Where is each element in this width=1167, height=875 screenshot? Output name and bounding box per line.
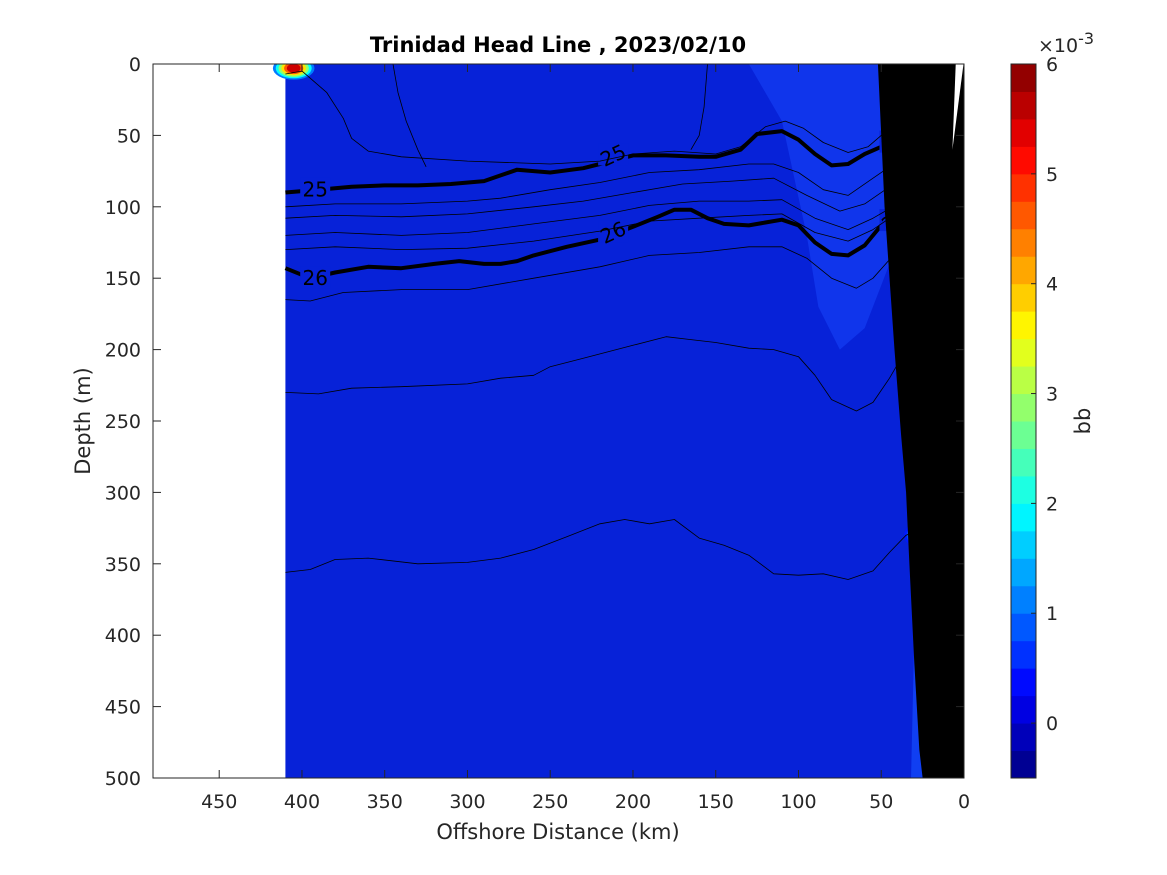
colorbar-band xyxy=(1011,311,1036,340)
chart-title: Trinidad Head Line , 2023/02/10 xyxy=(370,33,746,57)
isopycnal-26 xyxy=(284,182,957,281)
x-tick-label: 400 xyxy=(284,791,320,813)
colorbar-band xyxy=(1011,393,1036,422)
y-axis-ticks: 0 50 100 150 200 250 300 350 400 450 500 xyxy=(105,54,964,790)
colorbar-band xyxy=(1011,283,1036,312)
y-tick-label: 200 xyxy=(105,340,141,362)
colorbar-exponent-power: -3 xyxy=(1078,29,1094,48)
y-tick-label: 400 xyxy=(105,625,141,647)
colorbar-tick-label: 5 xyxy=(1046,164,1058,186)
colorbar-band xyxy=(1011,503,1036,532)
x-tick-label: 300 xyxy=(449,791,485,813)
x-tick-label: 350 xyxy=(367,791,403,813)
colorbar-tick-label: 4 xyxy=(1046,274,1058,296)
colorbar-band xyxy=(1011,585,1036,614)
colorbar-band xyxy=(1011,421,1036,449)
x-axis-ticks: 450 400 350 300 250 200 150 100 50 0 xyxy=(201,64,970,813)
colorbar-band xyxy=(1011,201,1036,230)
colorbar-bands xyxy=(1011,64,1036,779)
y-tick-label: 250 xyxy=(105,411,141,433)
isopycnal-thin-11 xyxy=(690,64,708,150)
shelf-gap xyxy=(952,64,964,150)
y-tick-label: 50 xyxy=(117,125,141,147)
y-tick-label: 350 xyxy=(105,554,141,576)
x-tick-label: 0 xyxy=(958,791,970,813)
colorbar-exponent-base: ×10 xyxy=(1038,35,1078,57)
isopycnal-thin-7 xyxy=(285,327,940,412)
y-tick-label: 300 xyxy=(105,482,141,504)
y-tick-label: 450 xyxy=(105,697,141,719)
isopycnal-25 xyxy=(285,122,948,195)
colorbar-tick-label: 2 xyxy=(1046,493,1058,515)
colorbar-band xyxy=(1011,173,1036,202)
x-tick-label: 250 xyxy=(532,791,568,813)
colorbar-band xyxy=(1011,256,1036,285)
colorbar-band xyxy=(1011,640,1036,669)
colorbar-band xyxy=(1011,695,1036,724)
colorbar-band xyxy=(1011,338,1036,367)
colorbar-frame xyxy=(1010,63,1037,779)
hotspot-0 xyxy=(286,64,301,73)
contour-label-bg xyxy=(300,266,331,289)
isopycnal-thin-8 xyxy=(285,519,923,580)
bathymetry-layer xyxy=(877,64,964,778)
colorbar-band xyxy=(1011,91,1036,120)
colorbar-band xyxy=(1011,118,1036,147)
contour-label-bg xyxy=(300,177,331,200)
colorbar-label: bb xyxy=(1071,408,1095,435)
isopycnal-thin-5 xyxy=(285,200,923,250)
colorbar-tick-label: 3 xyxy=(1046,384,1058,406)
isopycnal-thin-10 xyxy=(392,64,427,167)
colorbar-band xyxy=(1011,558,1036,587)
y-tick-label: 150 xyxy=(105,268,141,290)
colorbar-tick-label: 0 xyxy=(1046,713,1058,735)
x-tick-label: 150 xyxy=(698,791,734,813)
contour-label-26: 26 xyxy=(302,266,327,290)
y-tick-label: 500 xyxy=(105,768,141,790)
colorbar: 0 1 2 3 4 5 6 ×10-3 bb xyxy=(1010,29,1095,779)
colorbar-band xyxy=(1011,448,1036,477)
colorbar-band xyxy=(1011,228,1036,257)
colorbar-band xyxy=(1011,613,1036,642)
y-tick-label: 100 xyxy=(105,197,141,219)
isopycnal-thin-9 xyxy=(285,70,948,165)
seafloor xyxy=(877,64,964,778)
colorbar-tick-label: 6 xyxy=(1046,54,1058,76)
isopycnal-thin-2 xyxy=(285,142,948,208)
colorbar-band xyxy=(1011,146,1036,175)
colorbar-exponent: ×10-3 xyxy=(1038,29,1094,57)
contour-label-bg xyxy=(598,220,629,243)
colorbar-band xyxy=(1011,366,1036,395)
colorbar-band xyxy=(1011,723,1036,752)
colorbar-band xyxy=(1011,750,1036,779)
y-axis-label: Depth (m) xyxy=(71,367,95,474)
colorbar-band xyxy=(1011,475,1036,504)
x-tick-label: 100 xyxy=(780,791,816,813)
colorbar-tick-label: 1 xyxy=(1046,603,1058,625)
x-tick-label: 50 xyxy=(869,791,893,813)
x-tick-label: 450 xyxy=(201,791,237,813)
colorbar-band xyxy=(1011,64,1036,92)
x-axis-label: Offshore Distance (km) xyxy=(436,820,679,844)
x-tick-label: 200 xyxy=(615,791,651,813)
y-tick-label: 0 xyxy=(129,54,141,76)
colorbar-band xyxy=(1011,530,1036,559)
colorbar-band xyxy=(1011,668,1036,697)
contour-label-25: 25 xyxy=(302,178,327,202)
colorbar-ticks: 0 1 2 3 4 5 6 xyxy=(1031,54,1058,735)
